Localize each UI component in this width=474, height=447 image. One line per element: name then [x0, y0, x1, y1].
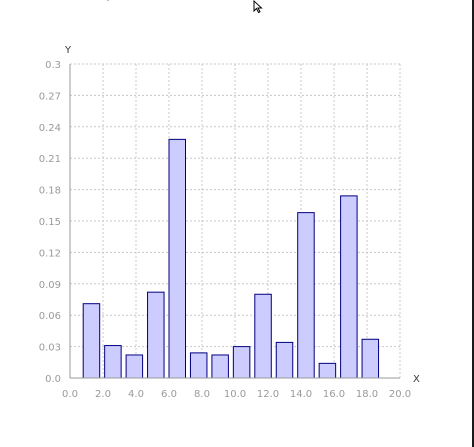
x-tick-label: 16.0 — [323, 389, 345, 400]
y-tick-label: 0.21 — [39, 154, 61, 165]
grid — [70, 63, 401, 378]
y-tick-label: 0.15 — [39, 217, 61, 228]
bar — [168, 138, 186, 379]
x-tick-label: 14.0 — [290, 389, 312, 400]
y-tick-label: 0.24 — [39, 123, 61, 134]
bar — [297, 212, 315, 379]
y-tick-label: 0.12 — [39, 248, 61, 259]
bar — [318, 362, 337, 379]
bar — [340, 195, 358, 379]
x-tick-label: 20.0 — [389, 389, 411, 400]
bar — [82, 303, 101, 379]
y-tick-labels: 0.0 0.03 0.06 0.09 0.12 0.15 0.18 0.21 0.24 0.27 0… — [39, 60, 61, 385]
axes — [69, 64, 400, 379]
y-tick-label: 0.27 — [39, 91, 61, 102]
bars — [82, 138, 380, 379]
bar — [189, 352, 208, 379]
y-tick-label: 0.06 — [39, 311, 61, 322]
x-tick-label: 0.0 — [62, 389, 78, 400]
x-tick-label: 8.0 — [194, 389, 210, 400]
x-axis-title: X — [413, 374, 420, 385]
y-tick-label: 0.0 — [45, 374, 61, 385]
arrow-cursor-icon — [253, 0, 263, 14]
y-axis-title: Y — [64, 45, 72, 56]
bar — [232, 346, 251, 379]
window-edge — [472, 0, 474, 447]
y-tick-label: 0.18 — [39, 186, 61, 197]
x-tick-label: 4.0 — [128, 389, 144, 400]
x-tick-label: 12.0 — [257, 389, 279, 400]
x-tick-label: 2.0 — [95, 389, 111, 400]
bar — [254, 293, 272, 379]
y-tick-label: 0.3 — [45, 60, 61, 71]
y-tick-label: 0.03 — [39, 343, 61, 354]
bar — [125, 354, 144, 379]
x-tick-label: 6.0 — [161, 389, 177, 400]
top-glyph: ′° — [104, 0, 110, 6]
bar — [104, 345, 122, 379]
x-tick-labels: 0.0 2.0 4.0 6.0 8.0 10.0 12.0 14.0 16.0 18.0 20.0 — [62, 389, 411, 400]
bar — [275, 341, 294, 379]
bar — [147, 291, 165, 379]
y-tick-label: 0.09 — [39, 280, 61, 291]
bar — [361, 338, 380, 379]
bar — [211, 354, 229, 379]
x-tick-label: 18.0 — [356, 389, 378, 400]
x-tick-label: 10.0 — [224, 389, 246, 400]
